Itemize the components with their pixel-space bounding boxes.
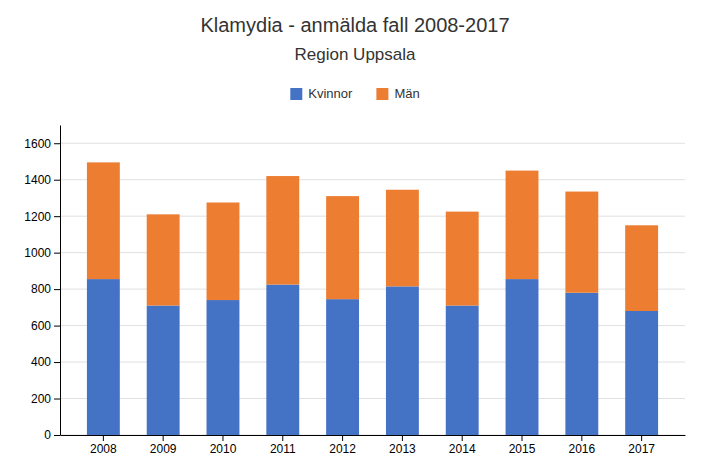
y-tick-mark — [54, 399, 60, 400]
y-tick-mark — [54, 435, 60, 436]
x-tick: 2009 — [150, 435, 177, 456]
legend-swatch — [290, 88, 302, 100]
y-tick-label: 600 — [31, 319, 51, 333]
x-tick: 2017 — [628, 435, 655, 456]
x-tick-label: 2014 — [449, 442, 476, 456]
x-tick-label: 2011 — [270, 442, 296, 456]
legend-item: Kvinnor — [290, 86, 353, 101]
y-tick-label: 1400 — [24, 173, 51, 187]
chart: Klamydia - anmälda fall 2008-2017 Region … — [0, 0, 710, 475]
x-tick-mark — [402, 435, 403, 441]
x-tick-mark — [581, 435, 582, 441]
x-tick-mark — [282, 435, 283, 441]
bar — [446, 306, 479, 435]
grid — [60, 143, 685, 435]
grid-line — [60, 179, 685, 180]
x-tick-mark — [641, 435, 642, 441]
y-tick-label: 1000 — [24, 246, 51, 260]
x-tick-label: 2013 — [389, 442, 416, 456]
x-tick-mark — [163, 435, 164, 441]
bar — [207, 300, 240, 435]
y-tick: 400 — [31, 355, 60, 369]
bar — [565, 293, 598, 435]
y-tick-label: 200 — [31, 392, 51, 406]
legend-item: Män — [376, 86, 419, 101]
grid-line — [60, 143, 685, 144]
x-axis: 2008 2009 2010 2011 2012 2013 2014 2015 2016 2017 — [61, 435, 686, 456]
bar — [266, 176, 299, 285]
x-tick-mark — [103, 435, 104, 441]
x-tick-mark — [522, 435, 523, 441]
bar — [326, 299, 359, 435]
bar — [506, 279, 539, 435]
y-tick: 200 — [31, 392, 60, 406]
y-tick: 600 — [31, 319, 60, 333]
y-tick-label: 400 — [31, 355, 51, 369]
bar — [386, 286, 419, 435]
y-axis-line — [60, 126, 61, 436]
subtitle: Region Uppsala — [295, 45, 417, 64]
bars — [87, 162, 658, 435]
bar — [87, 162, 120, 279]
x-tick-label: 2016 — [568, 442, 595, 456]
y-tick-mark — [54, 289, 60, 290]
x-axis-line — [61, 435, 686, 436]
y-tick: 1200 — [24, 210, 60, 224]
bar — [266, 285, 299, 435]
y-tick-mark — [54, 143, 60, 144]
x-tick: 2010 — [210, 435, 237, 456]
plot: 2008 2009 2010 2011 2012 2013 2014 2015 2016 2017… — [24, 126, 685, 456]
x-tick-label: 2012 — [329, 442, 356, 456]
x-tick-mark — [462, 435, 463, 441]
bar — [147, 214, 180, 305]
bar — [147, 306, 180, 435]
y-tick-label: 0 — [44, 428, 51, 442]
y-tick-mark — [54, 216, 60, 217]
legend-swatch — [376, 88, 388, 100]
x-tick: 2008 — [90, 435, 117, 456]
x-tick-label: 2008 — [90, 442, 117, 456]
x-tick: 2015 — [509, 435, 536, 456]
x-tick: 2011 — [270, 435, 296, 456]
y-tick-mark — [54, 326, 60, 327]
bar — [207, 203, 240, 301]
x-tick-label: 2009 — [150, 442, 177, 456]
y-tick: 1000 — [24, 246, 60, 260]
bar — [625, 225, 658, 311]
x-tick: 2012 — [329, 435, 356, 456]
title: Klamydia - anmälda fall 2008-2017 — [200, 14, 509, 36]
x-tick-mark — [222, 435, 223, 441]
legend-label: Kvinnor — [308, 86, 353, 101]
y-tick-label: 800 — [31, 282, 51, 296]
series — [87, 162, 658, 311]
bar — [506, 171, 539, 280]
y-tick-mark — [54, 253, 60, 254]
bar — [625, 311, 658, 435]
x-tick-label: 2015 — [509, 442, 536, 456]
bar — [326, 196, 359, 299]
y-tick-mark — [54, 362, 60, 363]
bar — [87, 279, 120, 435]
y-tick: 1600 — [24, 137, 60, 151]
legend: Kvinnor Män — [290, 86, 419, 101]
bar — [565, 192, 598, 293]
y-tick: 1400 — [24, 173, 60, 187]
bar — [386, 190, 419, 287]
y-tick-label: 1600 — [24, 137, 51, 151]
bar — [446, 212, 479, 306]
legend-label: Män — [394, 86, 419, 101]
y-axis: 0 200 400 600 800 1000 1200 1400 1600 — [24, 126, 60, 443]
y-tick: 0 — [44, 428, 60, 442]
x-tick-label: 2017 — [628, 442, 655, 456]
x-tick-label: 2010 — [210, 442, 237, 456]
y-tick: 800 — [31, 282, 60, 296]
x-tick: 2014 — [449, 435, 476, 456]
y-tick-label: 1200 — [24, 210, 51, 224]
y-tick-mark — [54, 180, 60, 181]
x-tick: 2016 — [568, 435, 595, 456]
x-tick: 2013 — [389, 435, 416, 456]
x-tick-mark — [342, 435, 343, 441]
